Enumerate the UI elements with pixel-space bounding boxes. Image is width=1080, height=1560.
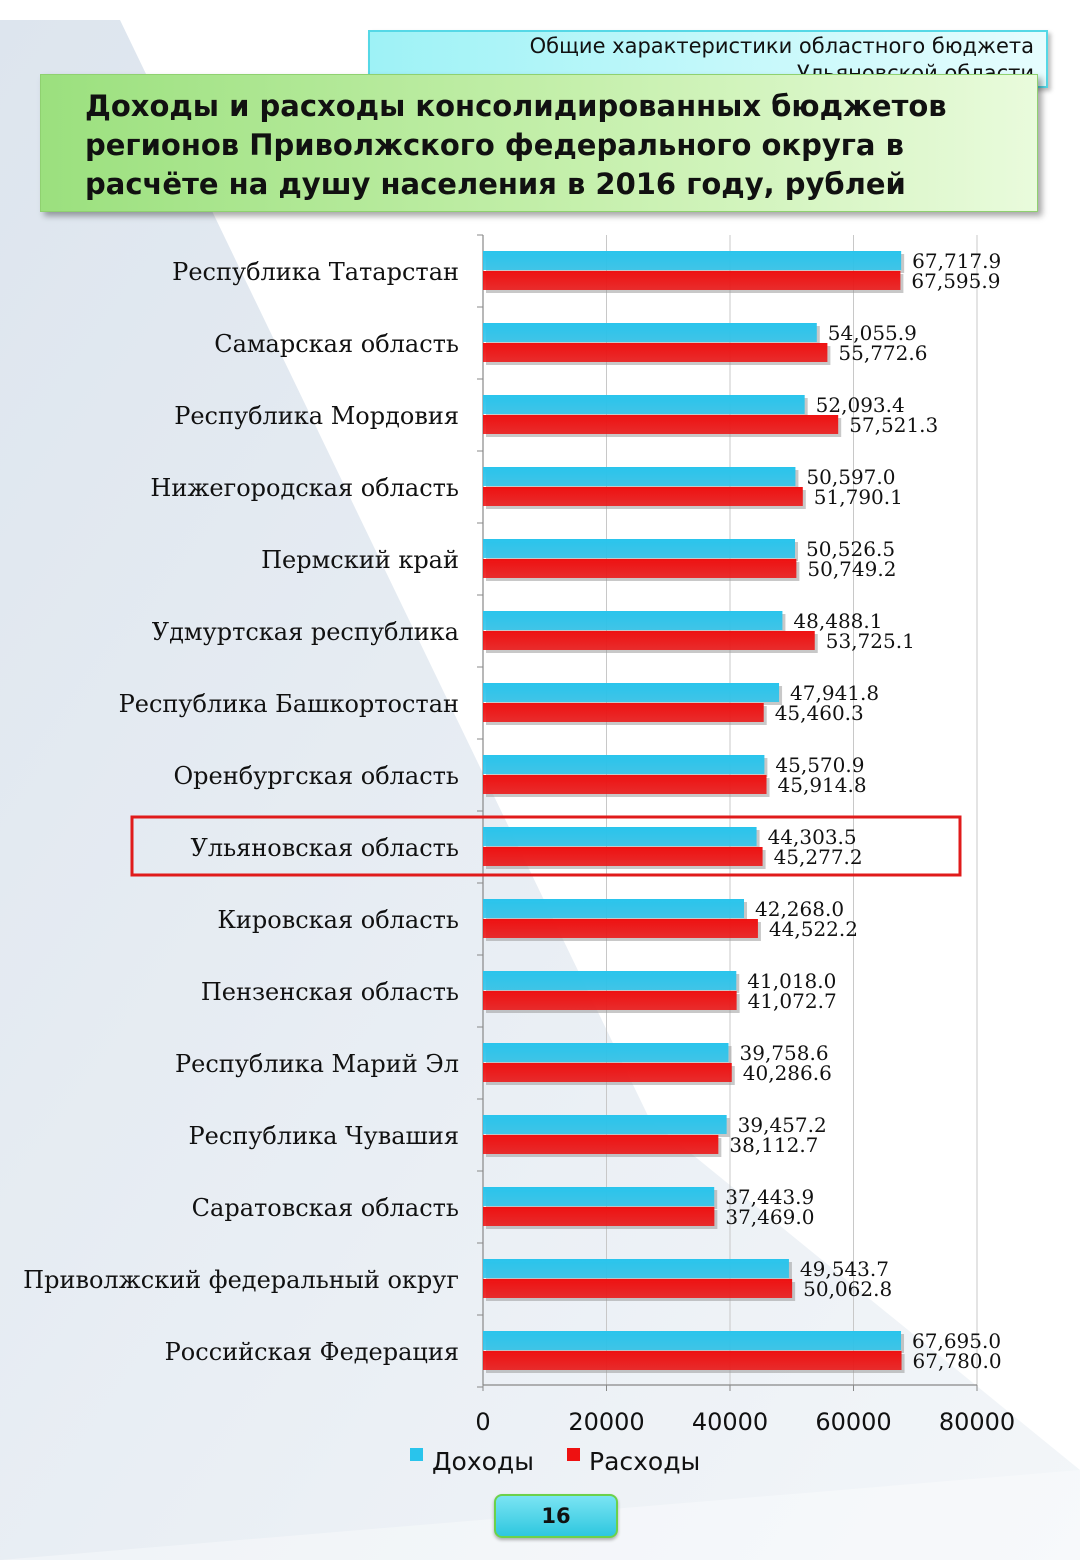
income-bar [483,1331,902,1350]
expense-bar [483,487,803,506]
category-label: Оренбургская область [173,762,459,790]
income-bar [483,323,817,342]
expense-bar [483,775,767,794]
x-tick-label: 80000 [939,1408,1015,1436]
expense-bar [483,415,839,434]
expense-value-label: 45,914.8 [778,773,867,797]
income-bar [483,683,780,702]
category-label: Пензенская область [201,978,459,1006]
income-bar [483,611,783,630]
income-value-label: 50,597.0 [806,465,895,489]
legend-expense-swatch [567,1448,580,1461]
expense-bar [483,991,737,1010]
expense-value-label: 55,772.6 [838,341,927,365]
expense-value-label: 45,460.3 [775,701,864,725]
income-bar [483,1115,727,1134]
expense-bar [483,919,758,938]
income-value-label: 39,457.2 [738,1113,827,1137]
income-value-label: 45,570.9 [775,753,864,777]
income-value-label: 50,526.5 [806,537,895,561]
legend-income-label: Доходы [432,1447,534,1476]
income-bar [483,395,805,414]
expense-bar [483,1063,732,1082]
expense-value-label: 45,277.2 [774,845,863,869]
income-bar [483,827,757,846]
expense-value-label: 67,595.9 [911,269,1000,293]
x-tick-label: 40000 [692,1408,768,1436]
expense-bar [483,1135,719,1154]
income-bar [483,1187,715,1206]
income-bar [483,971,737,990]
expense-bar [483,703,764,722]
chart-title-box: Доходы и расходы консолидированных бюдже… [40,74,1038,212]
expense-value-label: 41,072.7 [748,989,837,1013]
category-label: Республика Мордовия [174,402,459,430]
category-label: Российская Федерация [165,1338,459,1366]
expense-bar [483,343,828,362]
expense-value-label: 53,725.1 [826,629,915,653]
expense-value-label: 40,286.6 [743,1061,832,1085]
expense-value-label: 50,062.8 [803,1277,892,1301]
income-bar [483,251,902,270]
category-label: Ульяновская область [190,834,459,862]
income-bar [483,467,796,486]
legend-expense-label: Расходы [589,1447,700,1476]
category-label: Удмуртская республика [152,618,459,646]
chart-title-line-2: регионов Приволжского федерального округ… [85,128,904,162]
income-bar [483,755,765,774]
category-label: Саратовская область [192,1194,459,1222]
category-label: Нижегородская область [150,474,459,502]
income-bar [483,899,745,918]
expense-bar [483,1207,715,1226]
expense-bar [483,559,797,578]
expense-value-label: 57,521.3 [849,413,938,437]
category-label: Республика Татарстан [172,258,459,286]
income-value-label: 39,758.6 [740,1041,829,1065]
income-value-label: 49,543.7 [800,1257,889,1281]
expense-bar [483,1279,793,1298]
category-label: Приволжский федеральный округ [23,1266,459,1294]
income-value-label: 37,443.9 [725,1185,814,1209]
page-number: 16 [494,1494,618,1538]
income-value-label: 48,488.1 [793,609,882,633]
income-value-label: 47,941.8 [790,681,879,705]
category-label: Самарская область [214,330,459,358]
income-value-label: 54,055.9 [828,321,917,345]
expense-value-label: 37,469.0 [725,1205,814,1229]
highlight-box [130,815,962,877]
chart-title-line-1: Доходы и расходы консолидированных бюдже… [85,89,947,123]
x-tick-label: 0 [475,1408,490,1436]
expense-value-label: 44,522.2 [769,917,858,941]
x-tick-label: 20000 [568,1408,644,1436]
category-label: Пермский край [261,546,459,574]
income-bar [483,1259,789,1278]
expense-value-label: 38,112.7 [729,1133,818,1157]
expense-bar [483,631,815,650]
income-value-label: 52,093.4 [816,393,905,417]
income-value-label: 42,268.0 [755,897,844,921]
category-label: Республика Башкортостан [119,690,459,718]
income-value-label: 67,717.9 [912,249,1001,273]
expense-value-label: 50,749.2 [807,557,896,581]
income-value-label: 67,695.0 [912,1329,1001,1353]
expense-value-label: 51,790.1 [814,485,903,509]
chart-title-line-3: расчёте на душу населения в 2016 году, р… [85,167,906,201]
income-value-label: 44,303.5 [768,825,857,849]
expense-value-label: 67,780.0 [913,1349,1002,1373]
income-bar [483,539,796,558]
x-tick-label: 60000 [815,1408,891,1436]
expense-bar [483,271,901,290]
income-value-label: 41,018.0 [747,969,836,993]
section-header-line-1: Общие характеристики областного бюджета [529,34,1034,58]
legend-income-swatch [410,1448,423,1461]
category-label: Республика Чувашия [189,1122,459,1150]
expense-bar [483,1351,902,1370]
category-label: Республика Марий Эл [175,1050,459,1078]
category-label: Кировская область [217,906,459,934]
expense-bar [483,847,763,866]
income-bar [483,1043,729,1062]
